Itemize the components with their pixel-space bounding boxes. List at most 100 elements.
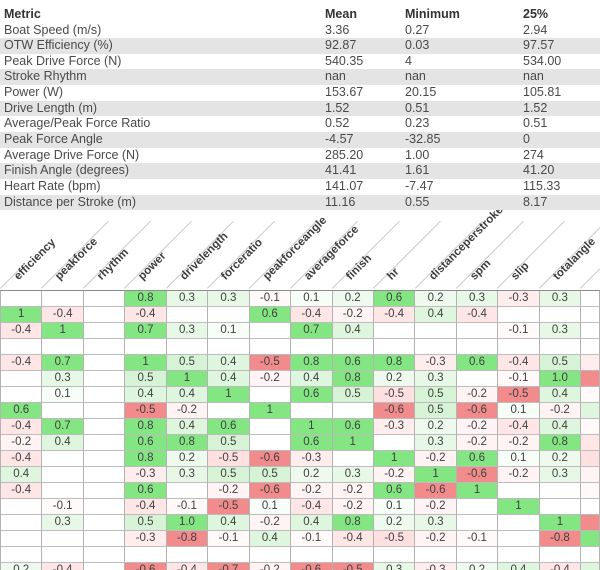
heatmap-cell: 1 [291,419,333,435]
heatmap-cell: 0.3 [415,435,457,451]
summary-value: 540.35 [325,53,364,68]
heatmap-cell: 0.3 [166,323,209,339]
heatmap-cell-empty [42,403,84,419]
heatmap-cell: -0.2 [249,515,292,531]
heatmap-cell: 0.8 [373,355,416,371]
heatmap-cell-empty [249,387,292,403]
heatmap-edge-cell [581,355,600,371]
heatmap-edge-cell [581,563,600,570]
heatmap-cell: 0.3 [415,371,457,387]
summary-row: Heart Rate (bpm) 141.07 -7.47 115.33 [0,179,600,195]
heatmap-cell: 0.3 [539,467,582,483]
heatmap-cell: -0.4 [1,355,43,371]
heatmap-cell-empty [332,339,374,355]
heatmap-cell-empty [373,339,416,355]
heatmap-cell: 0.2 [456,563,499,570]
heatmap-edge-cell [581,419,600,435]
heatmap-cell-empty [166,307,209,323]
summary-metric-label: Stroke Rhythm [4,69,87,84]
heatmap-cell: 0.3 [42,371,84,387]
heatmap-cell-empty [42,339,84,355]
heatmap-cell: -0.6 [249,483,292,499]
heatmap-edge-cell [581,515,600,531]
heatmap-cell: 0.2 [539,451,582,467]
heatmap-cell-empty [83,451,126,467]
heatmap-cell-empty [83,323,126,339]
heatmap-cell: 0.3 [373,563,416,570]
summary-value: 153.67 [325,85,364,100]
heatmap-cell: 0.3 [42,515,84,531]
summary-value: 0.27 [405,22,430,37]
heatmap-cell: -0.2 [456,419,499,435]
heatmap-cell: -0.4 [125,499,167,515]
summary-row: Power (W) 153.67 20.15 105.81 [0,85,600,101]
heatmap-cell: 0.1 [373,499,416,515]
heatmap-cell: -0.8 [539,531,582,547]
heatmap-cell-empty [208,403,250,419]
summary-row: Finish Angle (degrees) 41.41 1.61 41.20 [0,163,600,180]
heatmap-cell-empty [456,339,499,355]
summary-value: 534.00 [523,53,562,68]
heatmap-cell: -0.2 [539,403,582,419]
summary-metric-label: Average/Peak Force Ratio [4,116,151,131]
heatmap-cell: 0.4 [208,355,250,371]
heatmap-cell: 1 [42,323,84,339]
heatmap-cell: -0.2 [373,467,416,483]
heatmap-cell-empty [42,531,84,547]
heatmap-cell: -0.2 [332,483,374,499]
heatmap-cell: -0.8 [166,531,209,547]
heatmap-edge-cell [581,291,600,307]
heatmap-cell: 0.7 [125,323,167,339]
heatmap-cell: 0.2 [373,515,416,531]
heatmap-cell-empty [332,547,374,563]
correlation-heatmap: 0.8 0.3 0.3 -0.1 0.1 0.2 0.6 0.2 0.3 -0.3 0.3 1 -0.4… [0,290,600,570]
heatmap-cell: -0.1 [42,499,84,515]
heatmap-cell-empty [291,339,333,355]
heatmap-cell: -0.1 [291,531,333,547]
heatmap-cell: -0.5 [332,563,374,570]
heatmap-cell-empty [83,307,126,323]
summary-value: 97.57 [523,38,555,53]
heatmap-cell: 0.6 [208,419,250,435]
heatmap-cell-empty [83,515,126,531]
heatmap-cell-empty [498,307,540,323]
heatmap-cell-empty [83,403,126,419]
heatmap-cell: -0.3 [415,355,457,371]
heatmap-cell: -0.1 [498,323,540,339]
heatmap-cell: -0.6 [291,563,333,570]
heatmap-cell: 0.2 [332,291,374,307]
heatmap-cell: -0.5 [208,499,250,515]
summary-value: 141.07 [325,179,364,194]
summary-value: 0.51 [523,116,548,131]
heatmap-cell: -0.6 [373,403,416,419]
heatmap-cell: 0.8 [125,451,167,467]
heatmap-cell: 0.6 [249,307,292,323]
heatmap-cell: -0.4 [373,307,416,323]
heatmap-cell-empty [83,371,126,387]
heatmap-cell: 0.5 [208,467,250,483]
heatmap-cell: -0.1 [456,531,499,547]
heatmap-cell: -0.4 [125,307,167,323]
heatmap-cell-empty [208,339,250,355]
heatmap-cell: -0.3 [125,467,167,483]
heatmap-cell: 0.1 [249,499,292,515]
summary-value: 0.03 [405,38,430,53]
heatmap-column-label-slip: slip [509,260,532,283]
summary-value: 8.17 [523,194,548,209]
heatmap-cell-empty [415,339,457,355]
summary-metric-label: Peak Drive Force (N) [4,53,122,68]
heatmap-cell-empty [1,547,43,563]
heatmap-edge-cell [581,499,600,515]
summary-value: 3.36 [325,22,350,37]
heatmap-cell: 0.8 [125,419,167,435]
heatmap-cell: -0.4 [1,419,43,435]
heatmap-column-labels: efficiency peakforce rhythm power drivelengt… [0,210,600,290]
heatmap-cell: -0.6 [456,403,499,419]
heatmap-cell: 0.3 [332,467,374,483]
heatmap-cell: 0.4 [208,515,250,531]
heatmap-cell: -0.4 [456,307,499,323]
heatmap-cell: 0.4 [539,387,582,403]
summary-header-cell: Mean [325,7,357,21]
heatmap-cell-empty [1,339,43,355]
heatmap-cell-empty [249,547,292,563]
